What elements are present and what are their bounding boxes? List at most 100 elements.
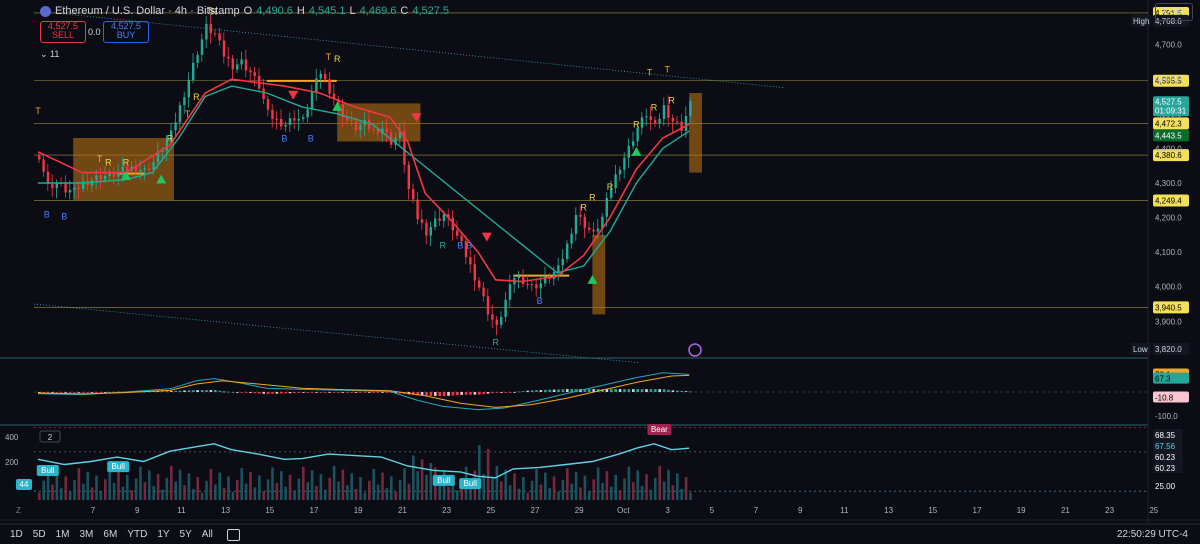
macd-histogram-bar (196, 390, 199, 392)
volume-bar (526, 492, 529, 500)
candle-body (359, 125, 362, 131)
buy-button[interactable]: 4,527.5 BUY (103, 21, 149, 43)
range-1y[interactable]: 1Y (157, 529, 170, 540)
candle-body (280, 119, 283, 127)
volume-bar (42, 480, 45, 500)
candle-body (473, 264, 476, 281)
candle-body (434, 218, 437, 228)
range-5d[interactable]: 5D (32, 529, 46, 540)
vol-value-label-1: 67.56 (1155, 442, 1176, 451)
volume-bar (566, 468, 569, 500)
symbol-title[interactable]: Ethereum / U.S. Dollar · 4h · Bitstamp (55, 5, 240, 17)
sell-button[interactable]: 4,527.5 SELL (40, 21, 86, 43)
candle-body (244, 59, 248, 71)
range-1m[interactable]: 1M (55, 529, 70, 540)
volume-bar (486, 448, 490, 500)
currency-selector[interactable]: USD (1155, 3, 1193, 21)
candle-body (152, 162, 155, 170)
candle-body (372, 129, 375, 131)
ema-slow-line (38, 85, 690, 274)
volume-bar (341, 469, 345, 500)
volume-bar (117, 471, 120, 500)
macd-histogram-bar (623, 389, 626, 392)
macd-histogram-bar (258, 392, 261, 394)
consolidation-bar-1 (266, 79, 337, 82)
volume-bar (152, 485, 155, 500)
level-tag-1: High (1133, 17, 1149, 26)
level-label-3: 4,472.3 (1155, 119, 1182, 128)
macd-histogram-bar (337, 392, 340, 393)
range-all[interactable]: All (201, 529, 213, 540)
volume-bar (200, 492, 204, 500)
candle-body (416, 199, 419, 220)
candle-body (354, 120, 358, 131)
volume-bar (500, 481, 503, 500)
range-1d[interactable]: 1D (10, 529, 23, 540)
macd-histogram-bar (385, 392, 389, 393)
volume-bar (46, 468, 50, 500)
volume-bar (104, 479, 107, 500)
indicators-toggle[interactable]: ⌄ 11 (40, 49, 60, 59)
x-tick-label-12: Oct (617, 506, 630, 515)
volume-bar (451, 474, 455, 500)
range-6m[interactable]: 6M (103, 529, 118, 540)
calendar-icon[interactable] (226, 528, 240, 541)
range-5y[interactable]: 5Y (179, 529, 192, 540)
macd-histogram-bar (583, 389, 587, 392)
volume-bar (258, 475, 261, 500)
volume-bar (192, 488, 195, 500)
volume-bar (214, 484, 217, 500)
range-3m[interactable]: 3M (79, 529, 94, 540)
candle-body (438, 218, 441, 221)
volume-bar (478, 445, 481, 500)
macd-histogram-bar (671, 390, 675, 392)
range-ytd[interactable]: YTD (127, 529, 148, 540)
macd-histogram-bar (662, 389, 666, 392)
bottom-toolbar: 1D 5D 1M 3M 6M YTD 1Y 5Y All 22:50:29 UT… (0, 525, 1200, 544)
volume-bar (376, 484, 380, 500)
volume-bar (667, 469, 670, 500)
volume-bar (359, 477, 362, 500)
volume-bar (363, 492, 367, 500)
volume-bar (231, 491, 235, 500)
candle-body (398, 131, 402, 138)
volume-bar (640, 485, 644, 500)
macd-histogram-bar (249, 392, 252, 393)
volume-bar (183, 485, 186, 500)
ohlc-open: 4,490.6 (256, 5, 293, 17)
level-label-bg-4 (1153, 149, 1189, 162)
buy-triangle-1 (156, 174, 167, 184)
macd-histogram-bar (618, 389, 622, 392)
candle-body (192, 62, 195, 81)
candle-body (482, 287, 485, 297)
volume-bar (425, 474, 428, 500)
candle-body (557, 265, 560, 273)
candle-body (491, 314, 494, 320)
candle-body (618, 169, 622, 175)
clock-time[interactable]: 22:50:29 UTC-4 (1116, 529, 1188, 540)
macd-histogram-bar (561, 389, 565, 392)
x-tick-label-7: 21 (398, 506, 407, 515)
y-tick-label-2: 4,100.0 (1155, 248, 1182, 257)
volume-bar (205, 480, 208, 500)
last-price-label: 4,527.5 (1155, 97, 1182, 106)
volume-bar (324, 489, 327, 500)
volume-bar (447, 486, 450, 500)
bull-badge-bg-0 (36, 465, 59, 477)
level-label-6: 3,940.5 (1155, 303, 1182, 312)
macd-histogram-bar (530, 390, 534, 392)
volume-bar (121, 486, 125, 500)
macd-histogram-bar (236, 392, 239, 393)
candle-body (86, 181, 89, 186)
macd-histogram-bar (416, 392, 419, 396)
volume-bar (354, 488, 358, 500)
volume-bar (632, 482, 635, 500)
macd-tick-label-0: -100.0 (1155, 412, 1178, 421)
candle-body (139, 169, 142, 172)
macd-histogram-bar (90, 392, 94, 393)
ohlc-low-label: L (349, 5, 356, 17)
candle-body (451, 217, 454, 231)
candle-body (205, 23, 208, 40)
macd-histogram-bar (86, 392, 89, 393)
